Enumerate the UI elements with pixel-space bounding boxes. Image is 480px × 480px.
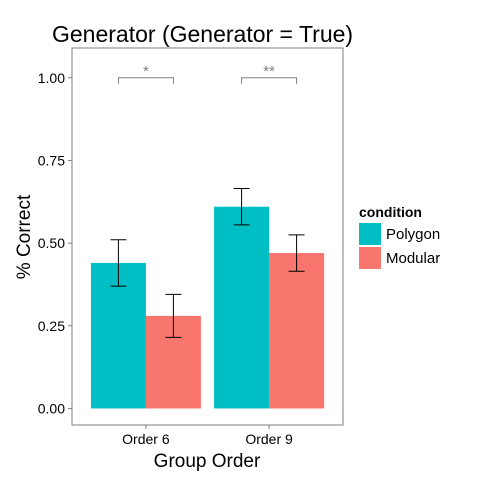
error-bars	[110, 188, 305, 338]
significance-label: **	[263, 63, 275, 80]
legend-label-polygon: Polygon	[386, 226, 440, 243]
bar-polygon-1	[90, 262, 146, 409]
x-axis: Order 6 Order 9	[122, 425, 293, 447]
legend-swatch-modular	[359, 247, 381, 269]
legend-label-modular: Modular	[386, 250, 440, 267]
significance-bracket	[241, 77, 298, 84]
legend-swatch-polygon	[359, 223, 381, 245]
x-tick-label: Order 9	[245, 431, 293, 447]
x-axis-label: Group Order	[154, 451, 261, 472]
x-tick-label: Order 6	[122, 431, 170, 447]
error-bar	[165, 293, 182, 338]
y-axis-label: % Correct	[14, 194, 35, 279]
bars	[90, 206, 325, 409]
y-tick-label: 0.75	[38, 152, 65, 168]
y-tick-label: 0.25	[38, 318, 65, 334]
significance-label: *	[143, 63, 149, 80]
error-bar	[110, 239, 127, 287]
chart-title: Generator (Generator = True)	[52, 21, 353, 47]
bar-polygon-2	[214, 206, 270, 409]
legend: condition Polygon Modular	[359, 204, 440, 269]
y-tick-label: 0.00	[38, 400, 65, 416]
significance-bracket	[117, 77, 174, 84]
error-bar	[288, 234, 305, 272]
y-tick-label: 0.50	[38, 235, 65, 251]
bar-modular-2	[269, 253, 325, 409]
error-bar	[233, 188, 250, 226]
y-axis: 0.00 0.25 0.50 0.75 1.00	[38, 70, 72, 416]
significance-annotations: * **	[117, 63, 298, 84]
legend-title: condition	[359, 204, 422, 220]
y-tick-label: 1.00	[38, 70, 65, 86]
